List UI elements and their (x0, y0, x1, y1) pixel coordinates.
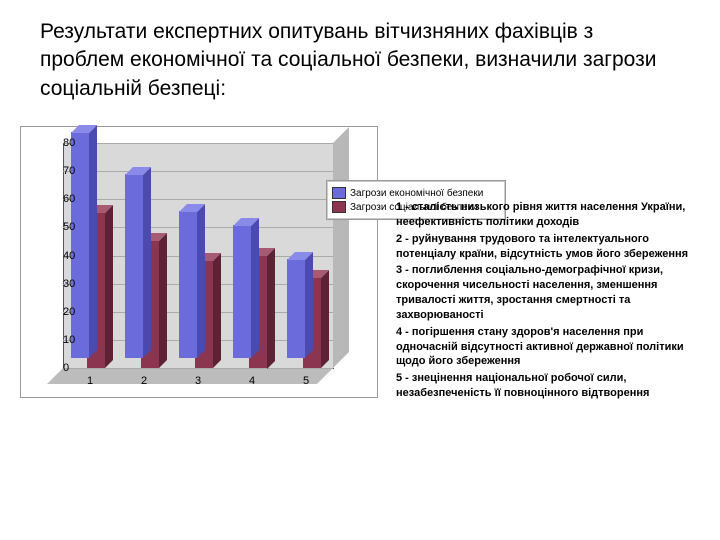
gridline (63, 171, 333, 172)
bar (179, 212, 197, 358)
y-tick-label: 50 (63, 221, 69, 233)
chart-plot (63, 143, 333, 368)
x-tick-label: 5 (303, 375, 309, 387)
page-title: Результати експертних опитувань вітчизня… (40, 18, 670, 103)
legend-swatch-icon (332, 201, 346, 213)
x-tick-label: 3 (195, 375, 201, 387)
y-tick-label: 0 (63, 362, 69, 374)
x-tick-label: 4 (249, 375, 255, 387)
gridline (63, 199, 333, 200)
description-item: 1 - сталість низького рівня життя населе… (396, 200, 696, 230)
description-item: 4 - погіршення стану здоров'я населення … (396, 325, 696, 370)
y-tick-label: 70 (63, 165, 69, 177)
legend-swatch-icon (332, 187, 346, 199)
y-tick-label: 40 (63, 250, 69, 262)
bar (233, 226, 251, 358)
gridline (63, 143, 333, 144)
description-item: 3 - поглиблення соціально-демографічної … (396, 263, 696, 322)
y-tick-label: 30 (63, 278, 69, 290)
y-tick-label: 10 (63, 334, 69, 346)
gridline (63, 368, 333, 369)
x-tick-label: 2 (141, 375, 147, 387)
y-tick-label: 60 (63, 193, 69, 205)
description-item: 2 - руйнування трудового та інтелектуаль… (396, 232, 696, 262)
y-tick-label: 20 (63, 306, 69, 318)
legend-item: Загрози економічної безпеки (332, 187, 500, 199)
chart-container: 0 10 20 30 40 50 60 70 80 1 2 3 4 5 (20, 126, 378, 398)
bar (287, 260, 305, 358)
x-tick-label: 1 (87, 375, 93, 387)
chart-side-wall (333, 127, 349, 368)
description-list: 1 - сталість низького рівня життя населе… (396, 200, 696, 403)
y-tick-label: 80 (63, 137, 69, 149)
bar (125, 175, 143, 358)
description-item: 5 - знецінення національної робочої сили… (396, 371, 696, 401)
legend-label: Загрози економічної безпеки (350, 188, 483, 199)
